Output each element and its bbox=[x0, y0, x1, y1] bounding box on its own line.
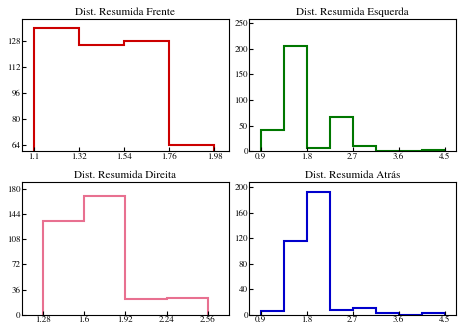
Title: Dist. Resumida Direita: Dist. Resumida Direita bbox=[74, 170, 176, 180]
Title: Dist. Resumida Atrás: Dist. Resumida Atrás bbox=[305, 170, 400, 180]
Title: Dist. Resumida Esquerda: Dist. Resumida Esquerda bbox=[296, 7, 409, 17]
Title: Dist. Resumida Frente: Dist. Resumida Frente bbox=[75, 7, 175, 17]
